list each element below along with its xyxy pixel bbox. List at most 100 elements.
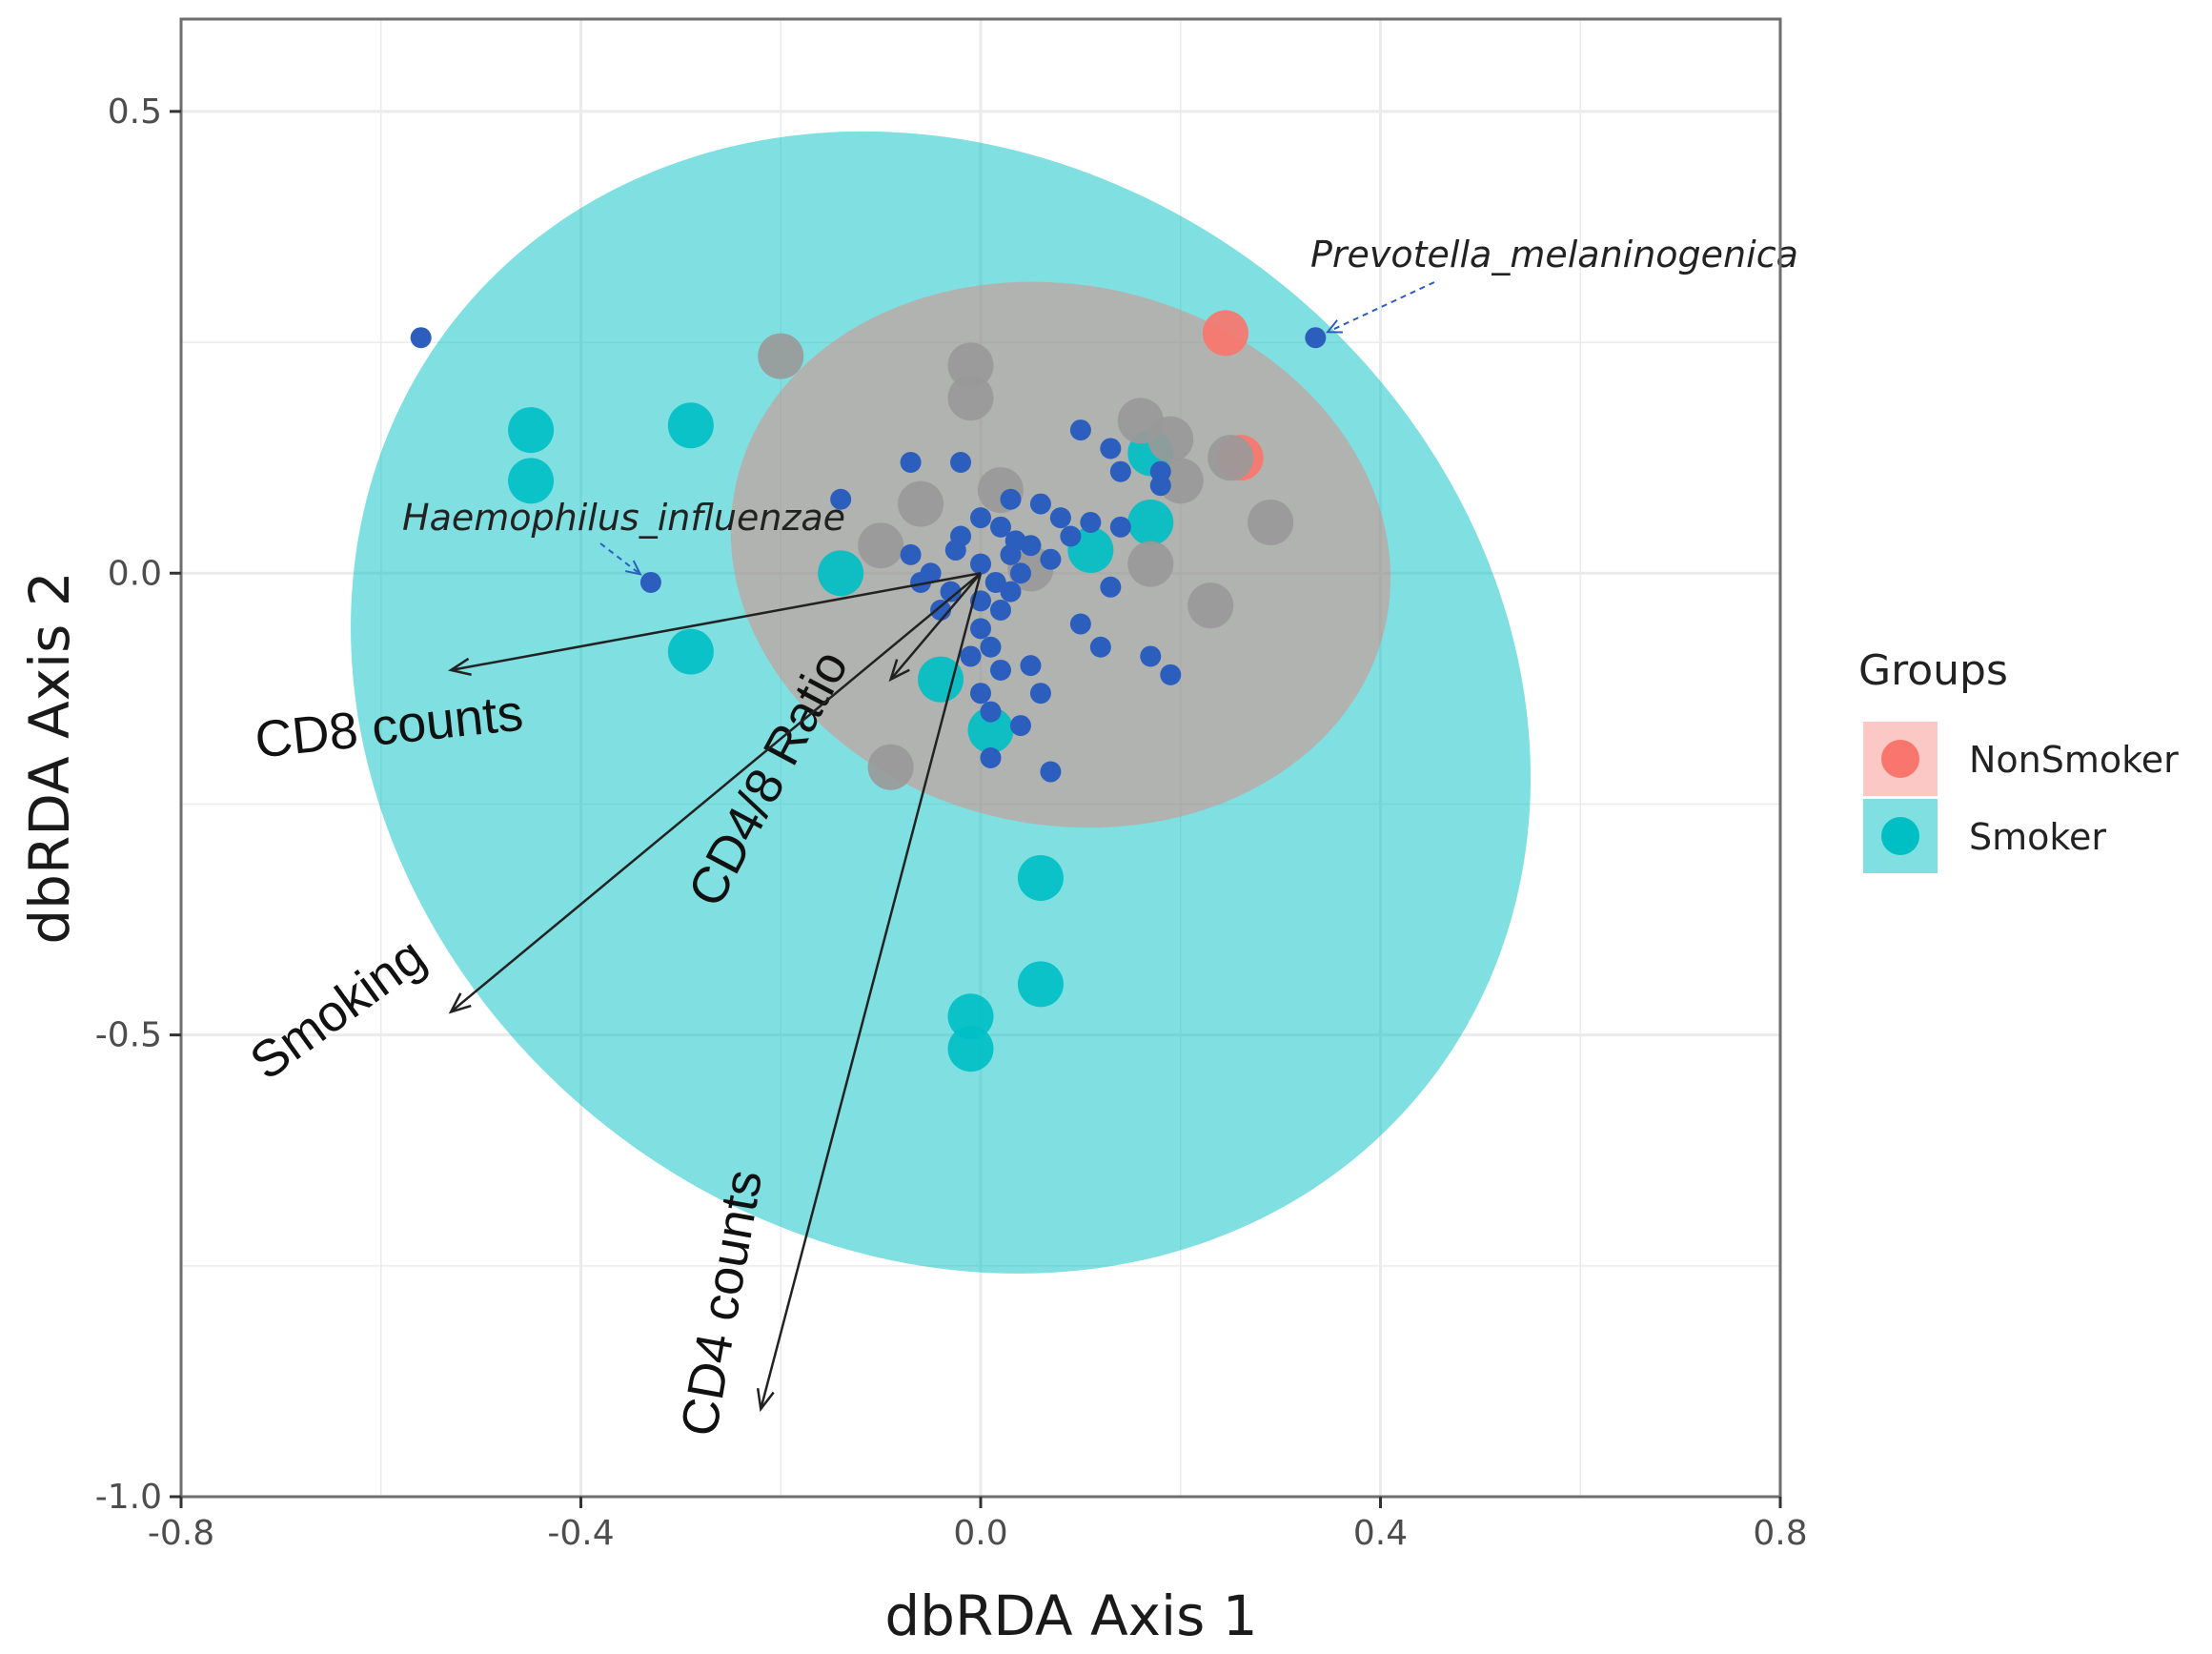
- taxon-point: [1060, 525, 1082, 547]
- taxon-point: [1305, 327, 1327, 349]
- vector-cd8-counts: [450, 572, 982, 672]
- x-tick-label: -0.8: [148, 1514, 214, 1553]
- taxon-point: [970, 683, 991, 704]
- taxon-point: [970, 507, 991, 529]
- legend-entry-nonsmoker: NonSmoker: [1863, 722, 2179, 796]
- vector-arrowhead-cd4-counts: [756, 1388, 775, 1413]
- annotation-label-prevotella-melaninogenica: Prevotella_melaninogenica: [1310, 234, 1798, 276]
- sample-point-overlap-samples: [1187, 582, 1234, 629]
- taxon-point: [980, 636, 1002, 658]
- taxon-point: [1109, 516, 1131, 538]
- axis-ticks: -0.8 -0.4 0.0 0.4 0.8 -1.0 -0.5 0.0 0.5: [95, 92, 1808, 1553]
- taxon-point: [1160, 664, 1182, 685]
- y-tick-label: 0.5: [108, 92, 162, 132]
- legend-swatch-nonsmoker: [1881, 740, 1919, 778]
- sample-point-overlap-samples: [1127, 541, 1174, 587]
- taxon-point: [1049, 507, 1071, 529]
- legend-entry-smoker: Smoker: [1863, 799, 2106, 873]
- taxon-point: [1029, 683, 1051, 704]
- taxon-point: [1069, 613, 1091, 635]
- taxon-point: [1040, 548, 1062, 570]
- sample-point-smoker-samples: [667, 628, 714, 675]
- x-tick-label: 0.8: [1753, 1514, 1807, 1553]
- x-axis-title: dbRDA Axis 1: [884, 1583, 1257, 1648]
- vector-arrowhead-cd4-8-ratio: [888, 659, 910, 683]
- taxon-point: [639, 571, 661, 593]
- taxon-point: [900, 543, 922, 565]
- taxon-point: [944, 540, 966, 562]
- x-tick-label: 0.4: [1353, 1514, 1408, 1553]
- annotation-pointer-haemophilus-influenzae: [599, 542, 641, 576]
- vector-cd4-counts: [760, 572, 983, 1410]
- sample-point-overlap-samples: [947, 342, 994, 389]
- taxon-point: [900, 452, 922, 473]
- sample-point-smoker-samples: [967, 706, 1014, 753]
- taxon-point: [970, 618, 991, 640]
- annotation-label-haemophilus-influenzae: Haemophilus_influenzae: [402, 497, 845, 539]
- taxon-point: [830, 488, 852, 510]
- taxon-point: [1020, 655, 1042, 677]
- taxon-point: [1089, 636, 1111, 658]
- annotation-arrowhead-haemophilus-influenzae: [624, 560, 642, 576]
- x-tick-label: 0.0: [953, 1514, 1007, 1553]
- taxon-point: [1109, 460, 1131, 482]
- sample-point-nonsmoker-samples: [1202, 310, 1248, 357]
- legend-swatch-smoker: [1881, 817, 1919, 855]
- taxon-point: [1000, 488, 1022, 510]
- taxon-point: [1100, 438, 1122, 459]
- sample-point-overlap-samples: [947, 375, 994, 421]
- vector-arrowhead-smoking: [448, 992, 472, 1014]
- sample-point-overlap-samples: [1147, 416, 1194, 462]
- taxon-point: [1140, 645, 1162, 667]
- taxon-point: [984, 571, 1006, 593]
- sample-point-smoker-samples: [1017, 854, 1064, 901]
- sample-point-smoker-samples: [1127, 499, 1174, 545]
- legend-title: Groups: [1858, 646, 2008, 695]
- y-axis-title: dbRDA Axis 2: [17, 571, 82, 944]
- taxon-point: [1009, 562, 1031, 584]
- y-tick-label: -1.0: [95, 1478, 162, 1517]
- legend-label-smoker: Smoker: [1969, 816, 2106, 858]
- taxon-point: [1149, 475, 1171, 497]
- ellipse-nonsmoker: [730, 281, 1391, 828]
- sample-point-overlap-samples: [1207, 435, 1254, 481]
- taxon-point: [1069, 419, 1091, 441]
- taxon-point: [989, 600, 1011, 621]
- sample-point-smoker-samples: [947, 1026, 994, 1072]
- taxon-point: [1009, 715, 1031, 737]
- sample-point-overlap-samples: [758, 333, 804, 379]
- sample-point-smoker-samples: [508, 407, 555, 454]
- taxon-point: [1100, 576, 1122, 598]
- group-ellipses: [351, 131, 1532, 1274]
- taxon-point: [1080, 511, 1102, 533]
- data-points: [410, 310, 1327, 1072]
- taxon-point: [989, 516, 1011, 538]
- taxon-point: [410, 327, 432, 349]
- sample-point-smoker-samples: [508, 458, 555, 504]
- taxon-point: [980, 747, 1002, 768]
- legend-label-nonsmoker: NonSmoker: [1969, 739, 2179, 781]
- ellipse-smoker: [351, 131, 1532, 1274]
- sample-point-smoker-samples: [918, 656, 964, 703]
- taxon-point: [950, 452, 972, 473]
- sample-point-overlap-samples: [898, 480, 944, 527]
- sample-point-overlap-samples: [1248, 499, 1294, 545]
- taxon-point: [940, 581, 962, 602]
- taxon-point: [980, 701, 1002, 723]
- vector-smoking: [450, 572, 982, 1013]
- vector-arrowhead-cd8-counts: [448, 657, 472, 676]
- sample-point-overlap-samples: [867, 744, 914, 790]
- y-tick-label: 0.0: [108, 554, 162, 593]
- taxon-point: [910, 571, 932, 593]
- sample-point-smoker-samples: [818, 550, 864, 597]
- sample-point-smoker-samples: [667, 402, 714, 449]
- sample-point-smoker-samples: [1017, 961, 1064, 1008]
- taxon-point: [970, 553, 991, 575]
- taxon-point: [989, 659, 1011, 681]
- taxon-annotations: Prevotella_melaninogenica Haemophilus_inf…: [402, 234, 1798, 576]
- taxon-point: [1000, 581, 1022, 602]
- taxon-point: [1029, 493, 1051, 515]
- x-tick-label: -0.4: [547, 1514, 614, 1553]
- taxon-point: [1005, 530, 1026, 552]
- sample-point-overlap-samples: [858, 522, 904, 569]
